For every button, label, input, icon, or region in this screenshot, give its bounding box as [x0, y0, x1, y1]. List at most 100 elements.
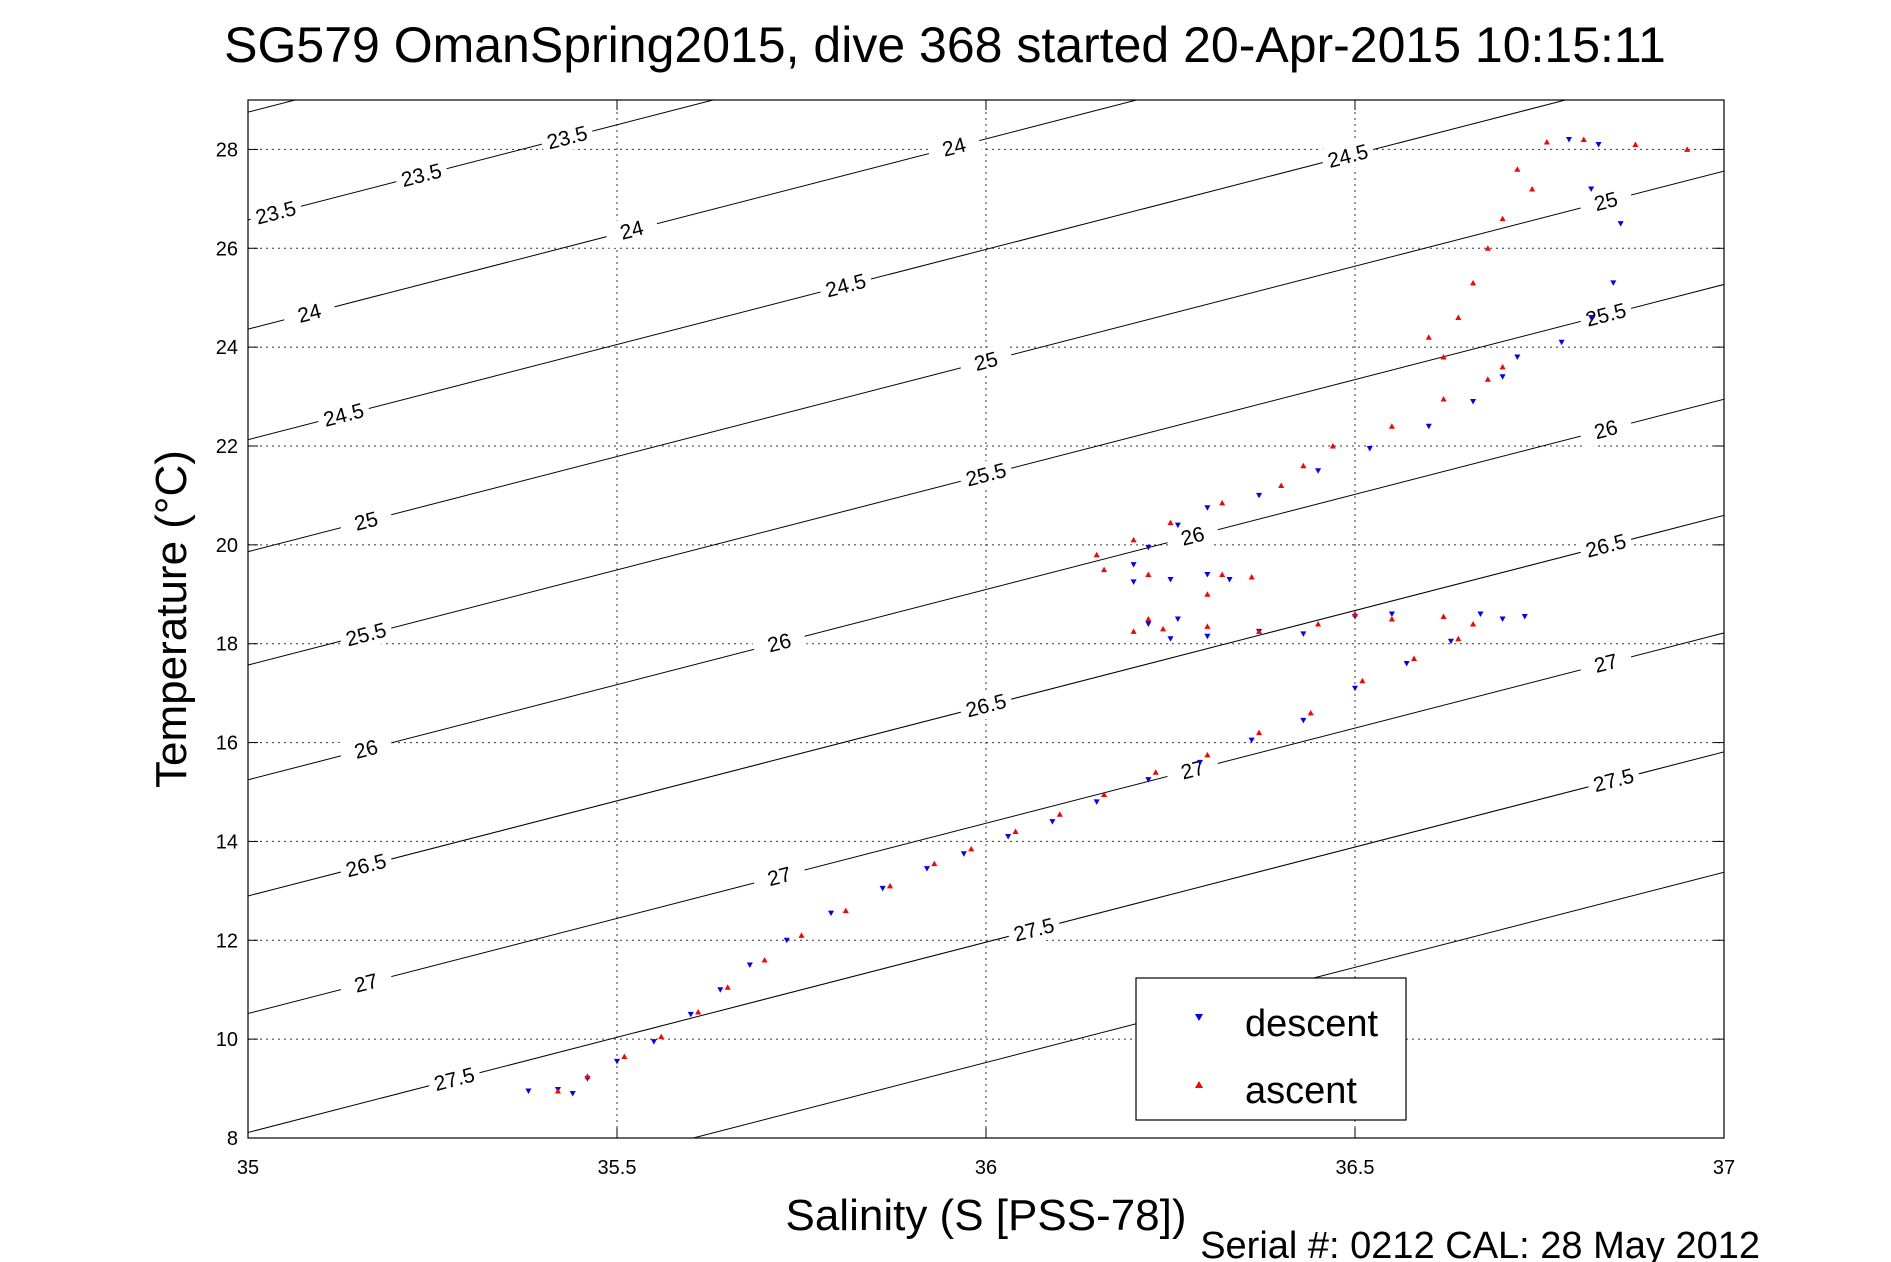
ascent-point	[1219, 499, 1226, 506]
ascent-point	[1388, 423, 1395, 429]
ascent-point	[724, 984, 731, 990]
ascent-point	[1455, 314, 1462, 320]
isopycnal-label-bg	[337, 963, 395, 1003]
isopycnal-label-bg	[957, 342, 1015, 381]
descent-point	[1093, 799, 1100, 805]
descent-point	[1558, 339, 1565, 346]
descent-point	[1145, 544, 1152, 551]
descent-point	[1447, 638, 1454, 645]
isopycnal-label-bg	[337, 846, 395, 885]
ascent-point	[1484, 245, 1491, 251]
isopycnal-line	[691, 871, 1724, 1138]
descent-point	[746, 962, 753, 968]
ascent-point	[1499, 363, 1506, 370]
descent-point	[569, 1091, 576, 1097]
descent-point	[1005, 833, 1012, 840]
isopycnal-label: 27	[765, 863, 793, 891]
legend-descent-marker	[1195, 1014, 1203, 1021]
ascent-point	[1101, 566, 1108, 573]
isopycnal-label-bg	[337, 615, 395, 654]
ascent-point	[1315, 620, 1322, 627]
descent-point	[525, 1088, 532, 1095]
ascent-point	[1529, 185, 1536, 192]
descent-point	[783, 937, 790, 944]
descent-point	[923, 866, 930, 872]
isopycnal-line	[248, 100, 1568, 441]
ascent-point	[1219, 571, 1226, 578]
x-axis-label: Salinity (S [PSS-78])	[785, 1191, 1186, 1240]
y-tick-label: 8	[227, 1128, 238, 1150]
ascent-point	[931, 860, 938, 867]
isopycnal-label-bg	[925, 127, 983, 167]
ascent-point	[1278, 482, 1285, 489]
ascent-point	[1056, 811, 1063, 817]
ascent-point	[1440, 396, 1447, 402]
descent-point	[1049, 819, 1056, 825]
isopycnal-label-bg	[957, 686, 1015, 725]
descent-point	[1300, 631, 1307, 637]
descent-point	[1145, 777, 1152, 783]
isopycnal-label: 26	[1592, 416, 1620, 444]
ascent-point	[554, 1088, 561, 1094]
ascent-point	[1329, 443, 1336, 449]
descent-point	[717, 987, 724, 993]
ascent-point	[1684, 146, 1691, 152]
isopycnal-label-bg	[337, 730, 395, 769]
ascent-point	[1012, 828, 1019, 835]
ascent-point	[1580, 136, 1587, 143]
isopycnal-label-bg	[425, 1060, 483, 1099]
grid	[248, 100, 1724, 1138]
isopycnal-label-bg	[1577, 295, 1635, 334]
isopycnal-label-bg	[1577, 182, 1635, 221]
ascent-point	[1470, 279, 1477, 286]
ascent-point	[1248, 573, 1255, 580]
descent-point	[1130, 579, 1137, 585]
ascent-point	[1440, 354, 1447, 360]
descent-point	[1204, 633, 1211, 640]
descent-point	[614, 1058, 620, 1065]
axis-ticks: 35 35.5 36 36.5 37 8 10 12 14 16 18 20 22 24 26 28	[216, 100, 1735, 1179]
descent-point	[879, 885, 886, 892]
ascent-point	[1130, 628, 1137, 634]
isopycnal-label: 25	[352, 508, 380, 536]
isopycnal-line	[248, 632, 1724, 1015]
ascent-point	[968, 845, 975, 852]
legend-ascent-marker	[1195, 1081, 1203, 1088]
descent-point	[1300, 717, 1307, 724]
ascent-point	[1632, 141, 1639, 147]
x-tick-label: 36.5	[1336, 1157, 1375, 1179]
descent-point	[1197, 759, 1204, 766]
isopycnal-label-bg	[750, 623, 808, 662]
ascent-point	[658, 1033, 665, 1040]
legend-descent-label: descent	[1245, 1003, 1379, 1045]
descent-point	[1499, 374, 1506, 380]
x-tick-label: 37	[1713, 1157, 1735, 1179]
isopycnal-label-bg	[957, 455, 1015, 494]
descent-point	[1204, 572, 1211, 578]
ascent-point	[1130, 536, 1137, 543]
descent-point	[1315, 468, 1322, 474]
descent-point	[1521, 614, 1528, 620]
descent-point	[1204, 505, 1211, 511]
ascent-point	[1411, 655, 1418, 662]
ascent-point	[584, 1073, 591, 1079]
legend-box	[1135, 977, 1407, 1121]
isopycnal-line	[248, 751, 1724, 1133]
descent-point	[1248, 737, 1255, 744]
y-tick-label: 22	[216, 436, 238, 458]
isopycnal-label-bg	[1577, 526, 1635, 565]
isopycnal-label-bg	[1585, 761, 1643, 800]
descent-point	[1617, 221, 1624, 227]
ascent-point	[1484, 376, 1491, 382]
y-tick-label: 12	[216, 930, 238, 952]
chart-title: SG579 OmanSpring2015, dive 368 started 2…	[224, 17, 1666, 73]
descent-point	[1610, 280, 1617, 286]
descent-point	[687, 1011, 694, 1018]
descent-point	[1566, 137, 1573, 143]
isopycnal-label-bg	[750, 857, 808, 896]
ascent-point	[1204, 623, 1211, 629]
y-tick-label: 24	[216, 337, 238, 359]
ascent-point	[1152, 769, 1159, 775]
descent-point	[960, 851, 967, 857]
